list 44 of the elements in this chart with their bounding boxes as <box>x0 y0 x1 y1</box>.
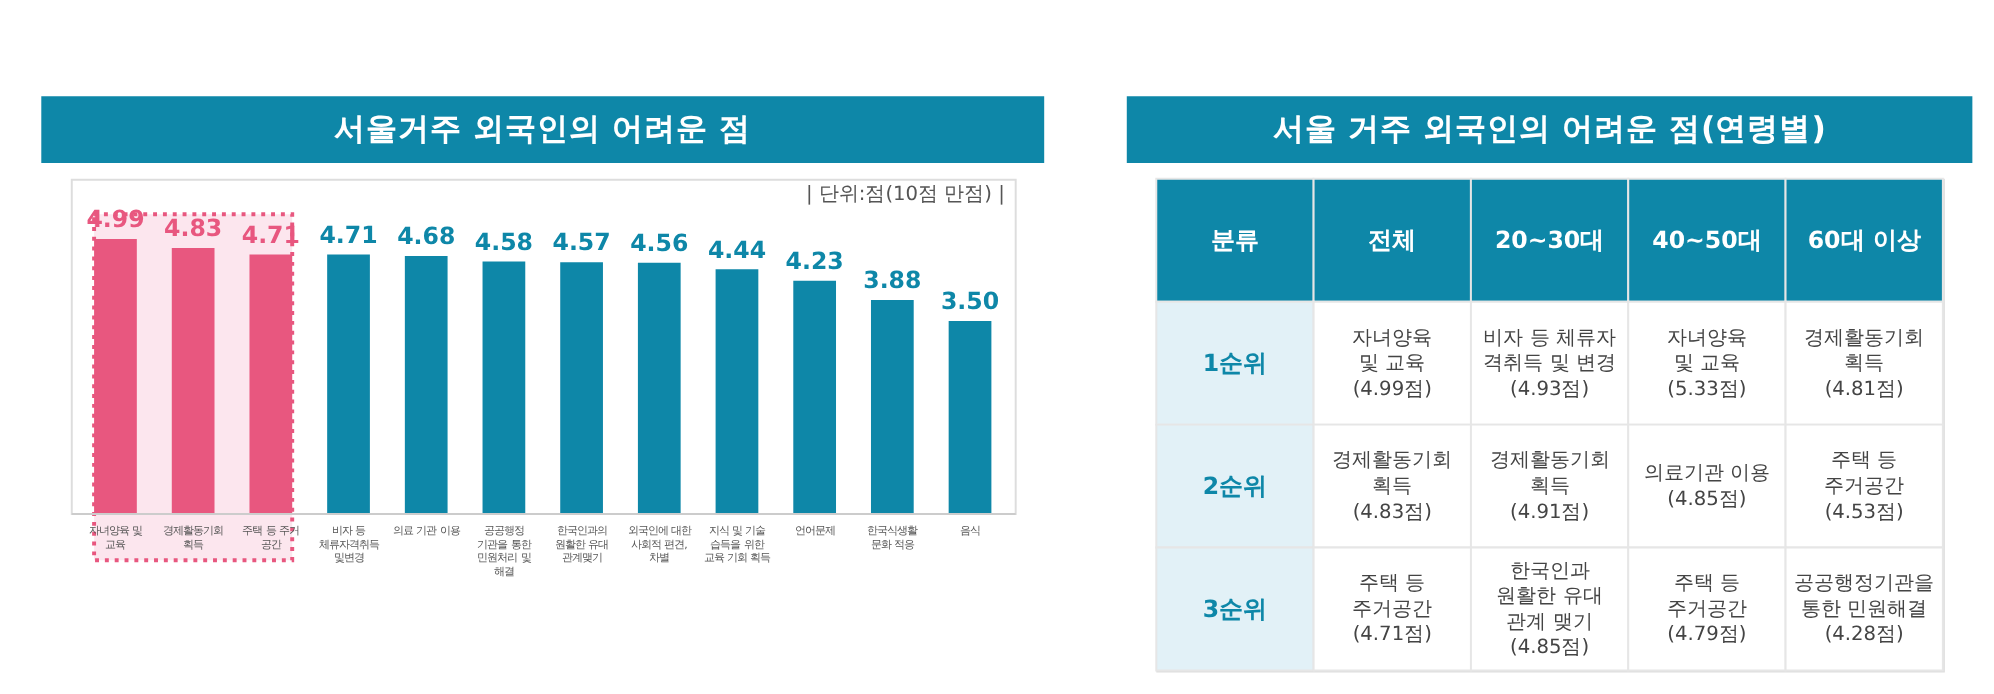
text: 의료기관 이용 (4.85점) <box>1643 463 1771 511</box>
text: 경제활동기회 획득 (4.83점) <box>1332 450 1453 524</box>
data-label: 3.88 <box>863 266 922 295</box>
data-label: 3.50 <box>940 287 1000 316</box>
text: 경제활동기회 획득 (4.81점) <box>1804 327 1925 401</box>
text: | 단위:점(10점 만점) | <box>805 184 1005 207</box>
bar <box>637 262 681 514</box>
text: 주택 등 주거공간 (4.79점) <box>1666 573 1747 647</box>
data-label: 4.71 <box>241 220 300 249</box>
bar <box>793 280 837 514</box>
data-label: 4.57 <box>552 228 611 257</box>
data-label: 4.68 <box>397 222 456 251</box>
text: 공공행정기관을 통한 민원해결 (4.28점) <box>1794 573 1935 647</box>
text: 자녀양육 및 교육 (4.99점) <box>1352 327 1433 401</box>
category-label: 40~50대 <box>1652 226 1762 255</box>
bar <box>715 269 759 514</box>
text: 비자 등 체류자 격취득 및 변경 (4.93점) <box>1483 327 1616 401</box>
text: 한국인과 원활한 유대 관계 맺기 (4.85점) <box>1496 560 1603 660</box>
data-label: 4.71 <box>319 220 378 249</box>
bar <box>560 262 603 514</box>
data-label: 4.23 <box>785 247 844 276</box>
category-label: 2순위 <box>1202 471 1268 500</box>
text: 경제활동기회 획득 (4.91점) <box>1489 450 1610 524</box>
bar <box>948 320 992 514</box>
bar <box>870 300 914 514</box>
text: 주택 등 주거공간 (4.53점) <box>1824 450 1905 524</box>
category-label: 3순위 <box>1202 594 1268 623</box>
category-label: 1순위 <box>1202 349 1268 378</box>
data-label: 4.44 <box>707 235 767 264</box>
data-label: 4.83 <box>164 214 223 243</box>
bar <box>327 254 370 514</box>
data-label: 4.56 <box>630 228 689 257</box>
text: 자녀양육 및 교육 (5.33점) <box>1666 327 1747 401</box>
category-label: 20~30대 <box>1494 226 1605 255</box>
bar <box>482 261 526 514</box>
bar <box>404 256 448 514</box>
category-label: 60대 이상 <box>1807 226 1921 255</box>
data-label: 4.58 <box>474 227 533 256</box>
bar <box>171 247 215 514</box>
chart-title: 서울거주 외국인의 어려운 점 <box>334 109 752 148</box>
text: 분류 <box>1210 226 1259 255</box>
text: 서울 거주 외국인의 어려운 점(연령별) <box>1273 109 1826 148</box>
category-label: 전체 <box>1368 226 1417 255</box>
text: 주택 등 주거공간 (4.71점) <box>1352 573 1433 647</box>
